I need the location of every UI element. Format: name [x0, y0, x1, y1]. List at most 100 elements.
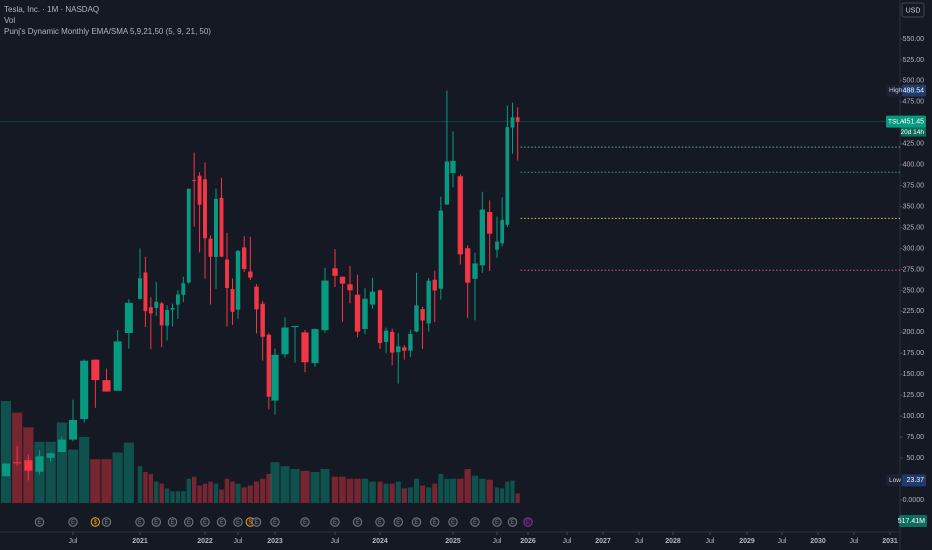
event-marker — [34, 517, 45, 527]
volume-badge — [899, 515, 927, 527]
event-label: E — [526, 520, 530, 526]
price-layer — [2, 90, 900, 481]
x-tick-label: Jul — [850, 538, 859, 545]
event-label: E — [451, 520, 455, 526]
candle-body — [143, 272, 148, 312]
event-marker — [411, 517, 422, 527]
chart-title: Tesla, Inc. · 1M · NASDAQ — [4, 5, 99, 14]
event-marker — [507, 517, 518, 527]
event-marker — [233, 517, 243, 527]
volume-bar — [79, 436, 90, 503]
candle-body — [301, 332, 309, 363]
volume-bar — [407, 487, 413, 503]
event-marker — [375, 517, 385, 527]
volume-bar — [449, 478, 457, 503]
candle-body — [148, 307, 153, 314]
candle-body — [260, 303, 265, 337]
candle-body — [113, 341, 122, 391]
volume-bar — [280, 466, 290, 503]
volume-bar — [505, 481, 510, 503]
candle-body — [154, 301, 159, 309]
candle-body — [505, 127, 510, 225]
volume-bar — [389, 483, 395, 503]
candle-body — [495, 241, 499, 250]
candle-body — [377, 290, 383, 343]
last-price-label: 451.45 — [903, 118, 925, 125]
candle-body — [124, 302, 133, 333]
event-label: $ — [94, 520, 98, 526]
y-tick-label: 175.00 — [903, 350, 925, 357]
currency-label[interactable]: USD — [906, 7, 921, 14]
candle-body — [465, 248, 471, 283]
candle-body — [197, 175, 202, 205]
volume-bar — [383, 483, 389, 503]
volume-bar — [377, 481, 383, 503]
volume-bar — [354, 478, 361, 503]
candle-body — [219, 197, 224, 257]
volume-bar — [247, 485, 253, 503]
volume-bar — [510, 480, 515, 503]
volume-bar — [432, 483, 438, 503]
event-label: E — [187, 520, 191, 526]
volume-bar — [457, 478, 464, 503]
volume-bar — [361, 478, 369, 503]
volume-bar — [494, 487, 500, 503]
event-label: E — [138, 520, 142, 526]
y-tick-label: 275.00 — [903, 266, 925, 273]
volume-bar — [500, 488, 505, 503]
volume-bar — [290, 469, 300, 503]
volume-bar — [101, 459, 112, 503]
volume-bar — [401, 488, 407, 503]
volume-bar — [471, 475, 479, 503]
countdown-badge — [901, 127, 926, 137]
candle-body — [444, 161, 450, 205]
candle-body — [347, 284, 353, 291]
x-tick-label: 2023 — [267, 538, 283, 545]
candle-body — [266, 334, 272, 397]
y-tick-label: 75.00 — [906, 434, 924, 441]
candle-body — [13, 462, 22, 464]
y-tick-label: 425.00 — [903, 141, 925, 148]
candle-body — [159, 303, 164, 326]
event-label: E — [273, 520, 277, 526]
candle-body — [402, 347, 407, 351]
x-tick-label: 2022 — [197, 538, 213, 545]
event-label: S — [248, 520, 252, 526]
y-tick-label: 0.0000 — [903, 497, 925, 504]
volume-bar — [186, 478, 191, 503]
candle-body — [102, 380, 111, 392]
volume-bar — [148, 473, 154, 503]
candle-body — [510, 117, 515, 128]
event-label: E — [414, 520, 418, 526]
event-label: E — [510, 520, 514, 526]
volume-bar — [170, 491, 175, 503]
candle-body — [432, 279, 437, 291]
volume-bar — [310, 472, 320, 503]
volume-bar — [67, 449, 79, 503]
candle-body — [175, 294, 180, 305]
x-tick-label: 2027 — [595, 538, 611, 545]
event-label: E — [38, 520, 42, 526]
volume-bar — [395, 481, 401, 503]
volume-bar — [486, 479, 493, 503]
volume-bar — [438, 473, 444, 503]
x-tick-label: Jul — [331, 538, 340, 545]
volume-bar — [346, 478, 354, 503]
event-marker — [330, 517, 340, 527]
event-marker — [216, 517, 227, 527]
y-tick-label: 525.00 — [903, 57, 925, 64]
candle-body — [46, 453, 55, 458]
event-label: E — [355, 520, 359, 526]
y-tick-label: 50.00 — [906, 455, 924, 462]
y-tick-label: 125.00 — [903, 392, 925, 399]
volume-bar — [260, 478, 266, 503]
volume-bar — [123, 442, 134, 503]
currency-button[interactable] — [901, 2, 925, 18]
candle-body — [339, 276, 346, 284]
volume-bar — [202, 483, 208, 503]
event-marker — [151, 517, 161, 527]
countdown-label: 20d 14h — [901, 129, 925, 136]
event-label: E — [154, 520, 158, 526]
x-tick-label: Jul — [493, 538, 502, 545]
candle-body — [68, 419, 78, 440]
